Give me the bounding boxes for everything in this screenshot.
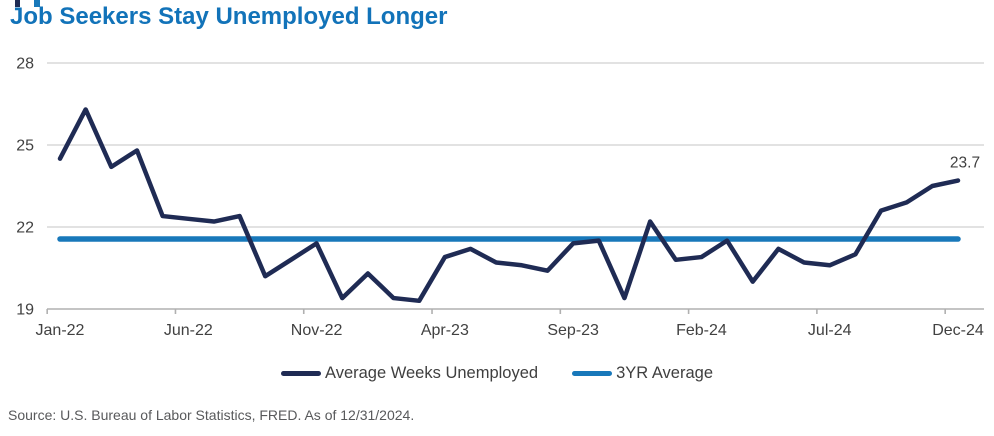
legend-label-average-weeks-unemployed: Average Weeks Unemployed [324,364,539,382]
chart-legend: Average Weeks Unemployed 3YR Average [0,364,994,383]
legend-swatch-blue-line [572,371,613,376]
legend-label-3yr-average: 3YR Average [616,364,714,382]
x-tick-label: Nov-22 [291,322,343,339]
chart-title: Job Seekers Stay Unemployed Longer [10,3,448,30]
legend-item-average-weeks-unemployed: Average Weeks Unemployed [280,364,539,383]
x-tick-label: Jan-22 [36,322,85,339]
x-tick-label: Dec-24 [932,322,984,339]
y-tick-label: 28 [16,56,34,73]
cropped-artifact-blue [34,0,40,7]
x-tick-label: Apr-23 [421,322,469,339]
y-tick-label: 22 [16,220,34,237]
x-tick-label: Feb-24 [676,322,727,339]
source-note: Source: U.S. Bureau of Labor Statistics,… [8,407,415,423]
last-value-annotation: 23.7 [950,155,980,172]
y-tick-label: 19 [16,302,34,319]
x-tick-label: Jul-24 [808,322,852,339]
cropped-artifact-navy [15,0,20,7]
legend-item-3yr-average: 3YR Average [572,364,713,383]
series-line-average-weeks-unemployed [57,107,961,304]
y-tick-label: 25 [16,138,34,155]
x-tick-label: Sep-23 [547,322,599,339]
x-tick-label: Jun-22 [164,322,213,339]
legend-swatch-navy-line [280,371,321,376]
